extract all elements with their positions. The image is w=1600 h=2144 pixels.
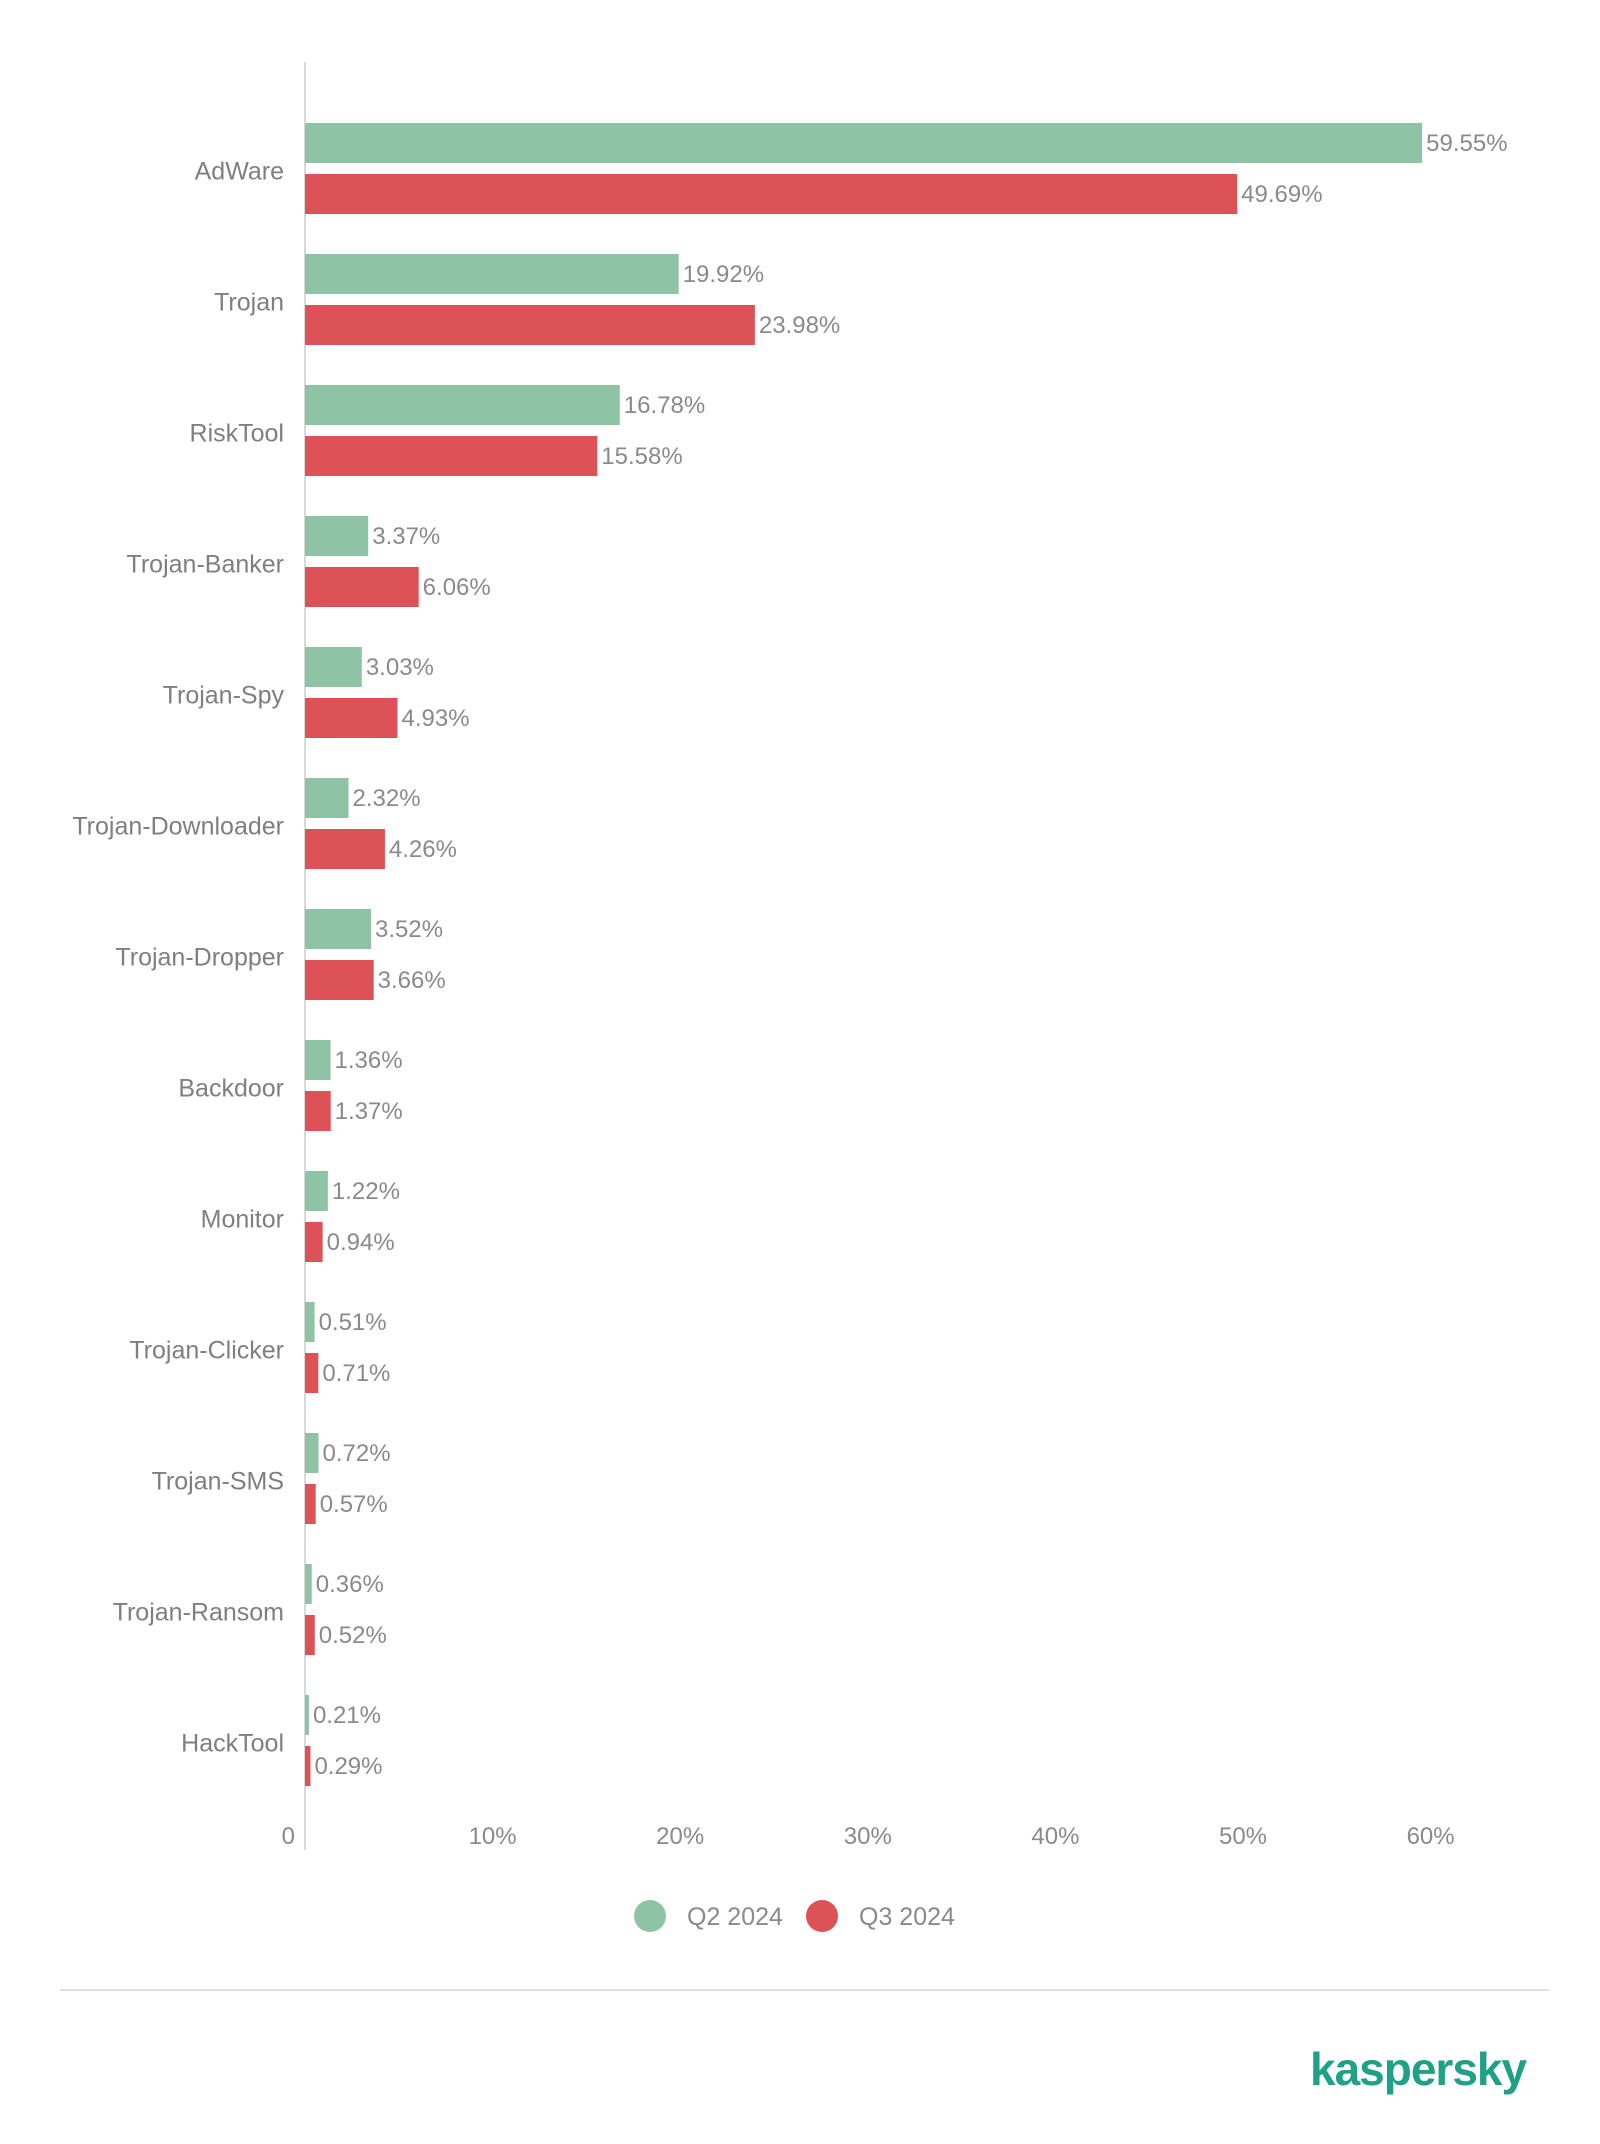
bar-q2 xyxy=(305,1564,312,1604)
bar-q3 xyxy=(305,1484,316,1524)
category-label: Trojan-Dropper xyxy=(115,944,284,972)
bar-q3 xyxy=(305,174,1238,214)
data-label: 1.37% xyxy=(335,1098,403,1125)
data-label: 0.94% xyxy=(327,1229,395,1256)
category-label: Trojan-Spy xyxy=(163,682,285,710)
data-label: 1.36% xyxy=(335,1047,403,1074)
x-tick-label: 0 xyxy=(282,1823,295,1850)
legend-marker xyxy=(634,1900,666,1932)
x-tick-label: 10% xyxy=(469,1823,517,1850)
bar-q3 xyxy=(305,1746,311,1786)
bar-q2 xyxy=(305,254,679,294)
data-label: 59.55% xyxy=(1426,130,1507,157)
bar-q2 xyxy=(305,385,620,425)
bar-q3 xyxy=(305,436,598,476)
category-label: Trojan-SMS xyxy=(152,1468,284,1496)
category-label: Backdoor xyxy=(178,1075,284,1103)
data-label: 23.98% xyxy=(759,312,840,339)
category-label: Trojan-Banker xyxy=(127,551,284,579)
bar-q3 xyxy=(305,567,419,607)
category-label: AdWare xyxy=(195,158,284,186)
bar-q2 xyxy=(305,516,369,556)
bar-q3 xyxy=(305,1615,315,1655)
bar-q2 xyxy=(305,1302,315,1342)
data-label: 49.69% xyxy=(1241,181,1322,208)
bar-q2 xyxy=(305,1695,309,1735)
category-label: Trojan-Downloader xyxy=(72,813,284,841)
category-label: Trojan-Ransom xyxy=(113,1599,284,1627)
data-label: 15.58% xyxy=(601,443,682,470)
data-label: 4.93% xyxy=(401,705,469,732)
category-label: RiskTool xyxy=(190,420,284,448)
bar-q2 xyxy=(305,909,372,949)
bar-q3 xyxy=(305,1353,319,1393)
data-label: 0.36% xyxy=(316,1571,384,1598)
data-label: 0.71% xyxy=(322,1360,390,1387)
bar-q3 xyxy=(305,1091,331,1131)
x-tick-label: 30% xyxy=(844,1823,892,1850)
bar-q3 xyxy=(305,305,755,345)
data-label: 16.78% xyxy=(624,392,705,419)
data-label: 1.22% xyxy=(332,1178,400,1205)
data-label: 3.37% xyxy=(372,523,440,550)
data-label: 6.06% xyxy=(423,574,491,601)
bar-q2 xyxy=(305,647,362,687)
category-label: HackTool xyxy=(181,1730,284,1758)
x-tick-label: 50% xyxy=(1219,1823,1267,1850)
bar-q2 xyxy=(305,1040,331,1080)
bar-q2 xyxy=(305,123,1423,163)
data-label: 0.72% xyxy=(323,1440,391,1467)
category-label: Trojan xyxy=(214,289,284,317)
data-label: 0.21% xyxy=(313,1702,381,1729)
category-label: Monitor xyxy=(201,1206,284,1234)
bar-q2 xyxy=(305,1433,319,1473)
data-label: 0.29% xyxy=(314,1753,382,1780)
bar-q2 xyxy=(305,1171,328,1211)
legend-label: Q2 2024 xyxy=(687,1903,783,1931)
x-tick-label: 60% xyxy=(1407,1823,1455,1850)
data-label: 4.26% xyxy=(389,836,457,863)
bar-q3 xyxy=(305,698,398,738)
kaspersky-logo: kaspersky xyxy=(1310,2043,1527,2095)
data-label: 0.52% xyxy=(319,1622,387,1649)
data-label: 2.32% xyxy=(353,785,421,812)
legend-marker xyxy=(806,1900,838,1932)
category-label: Trojan-Clicker xyxy=(129,1337,284,1365)
bar-q2 xyxy=(305,778,349,818)
bar-q3 xyxy=(305,829,385,869)
data-label: 3.52% xyxy=(375,916,443,943)
x-tick-label: 40% xyxy=(1031,1823,1079,1850)
data-label: 19.92% xyxy=(683,261,764,288)
bar-q3 xyxy=(305,960,374,1000)
data-label: 3.03% xyxy=(366,654,434,681)
data-label: 0.51% xyxy=(319,1309,387,1336)
bar-q3 xyxy=(305,1222,323,1262)
footer-divider xyxy=(60,1989,1549,1991)
data-label: 3.66% xyxy=(378,967,446,994)
legend-label: Q3 2024 xyxy=(859,1903,955,1931)
x-tick-label: 20% xyxy=(656,1823,704,1850)
data-label: 0.57% xyxy=(320,1491,388,1518)
